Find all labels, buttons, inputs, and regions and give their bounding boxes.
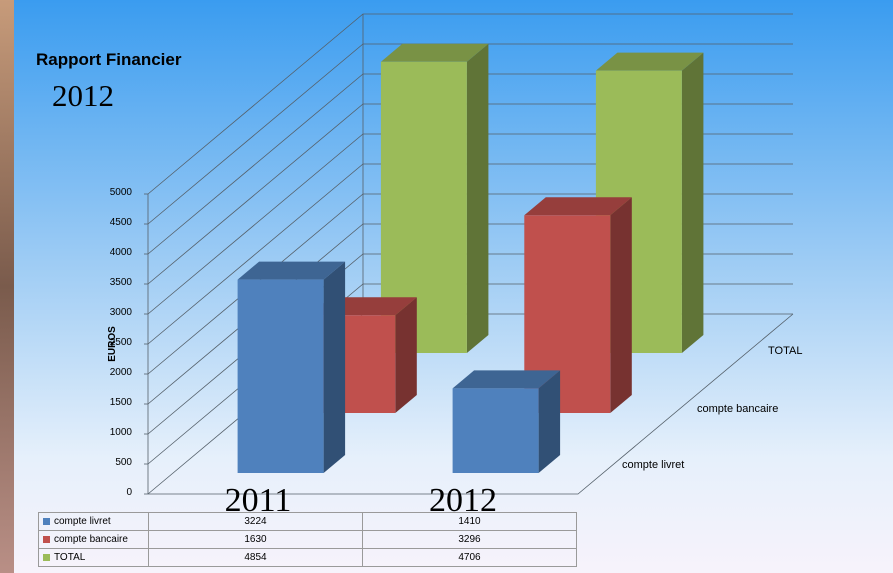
- bar-total-2012-top: [595, 52, 704, 71]
- bar-compte-livret-2012-top: [452, 370, 561, 389]
- bar-compte-livret-2012-side: [538, 370, 561, 473]
- bar-total-2011-top: [380, 43, 489, 62]
- bar-compte-bancaire-2011-side: [395, 297, 417, 413]
- table-row-header: TOTAL: [38, 548, 149, 567]
- table-row: compte livret 3224 1410: [38, 512, 577, 531]
- y-tick-label: 1500: [109, 397, 132, 408]
- bar-compte-livret-2011: [237, 279, 324, 473]
- chart-bars: [237, 43, 704, 473]
- y-tick-label: 0: [126, 487, 132, 498]
- legend-swatch-red: [43, 535, 50, 543]
- y-tick-label: 1000: [109, 427, 132, 438]
- depth-axis-label-total: TOTAL: [768, 345, 803, 357]
- bar-compte-livret-2011-top: [237, 261, 346, 280]
- bar-compte-livret-2011-side: [323, 261, 346, 473]
- bar-compte-bancaire-2012-side: [610, 197, 632, 413]
- floor-edge: [148, 313, 794, 495]
- data-label: 1410: [362, 512, 577, 531]
- data-label: 4854: [148, 548, 363, 567]
- y-tick-label: 500: [115, 457, 132, 468]
- table-row-header: compte bancaire: [38, 530, 149, 549]
- y-tick-label: 4000: [109, 247, 132, 258]
- table-row-header: compte livret: [38, 512, 149, 531]
- series-name: compte bancaire: [54, 534, 128, 545]
- chart-subtitle: 2012: [52, 78, 114, 113]
- y-tick-label: 3500: [109, 277, 132, 288]
- y-tick-label: 3000: [109, 307, 132, 318]
- depth-axis-label-compte-livret: compte livret: [622, 459, 685, 471]
- table-row: TOTAL 4854 4706: [38, 548, 577, 567]
- y-tick-label: 2500: [109, 337, 132, 348]
- bar-compte-livret-2012: [452, 388, 539, 473]
- y-tick-label: 2000: [109, 367, 132, 378]
- legend-swatch-blue: [43, 517, 50, 525]
- bar-compte-bancaire-2012: [524, 215, 611, 413]
- legend-swatch-green: [43, 553, 50, 561]
- data-table: compte livret 3224 1410 compte bancaire …: [38, 512, 577, 567]
- bar-compte-bancaire-2012-top: [524, 197, 632, 216]
- data-label: 3224: [148, 512, 363, 531]
- data-label: 3296: [362, 530, 577, 549]
- chart-title: Rapport Financier: [36, 50, 182, 69]
- left-edge-strip: [0, 0, 14, 573]
- data-label: 1630: [148, 530, 363, 549]
- table-row: compte bancaire 1630 3296: [38, 530, 577, 549]
- bar-total-2011-side: [466, 43, 489, 354]
- bar-total-2012-side: [681, 52, 704, 353]
- series-name: compte livret: [54, 516, 111, 527]
- data-label: 4706: [362, 548, 577, 567]
- y-tick-label: 5000: [109, 187, 132, 198]
- series-name: TOTAL: [54, 552, 86, 563]
- y-tick-label: 4500: [109, 217, 132, 228]
- depth-axis-label-compte-bancaire: compte bancaire: [697, 403, 779, 415]
- bar-total-2011: [380, 61, 467, 354]
